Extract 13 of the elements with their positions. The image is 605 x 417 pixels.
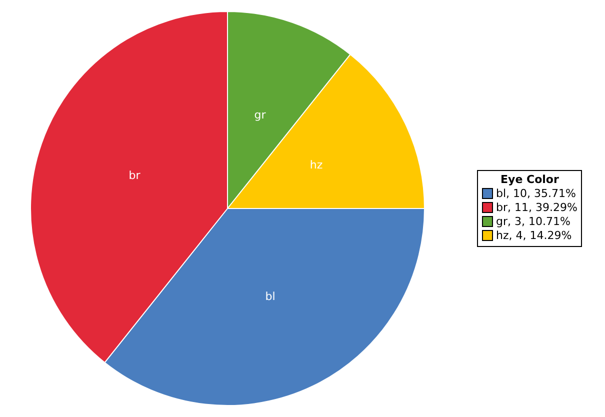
data-label: , 3, 10.71% bbox=[508, 214, 570, 228]
legend-label: br bbox=[496, 200, 508, 214]
legend-label: gr bbox=[496, 214, 508, 228]
slice-label: gr bbox=[254, 108, 266, 122]
slice-label: hz bbox=[310, 158, 323, 172]
legend-title: Eye Color bbox=[500, 172, 560, 186]
slice-label: br bbox=[128, 168, 141, 182]
legend-label: hz bbox=[496, 228, 509, 242]
legend-label: bl bbox=[496, 186, 506, 200]
data-label: , 4, 14.29% bbox=[508, 228, 572, 242]
slice-label: bl bbox=[265, 290, 276, 304]
data-label: , 11, 39.29% bbox=[508, 200, 578, 214]
data-label: , 10, 35.71% bbox=[506, 186, 576, 200]
